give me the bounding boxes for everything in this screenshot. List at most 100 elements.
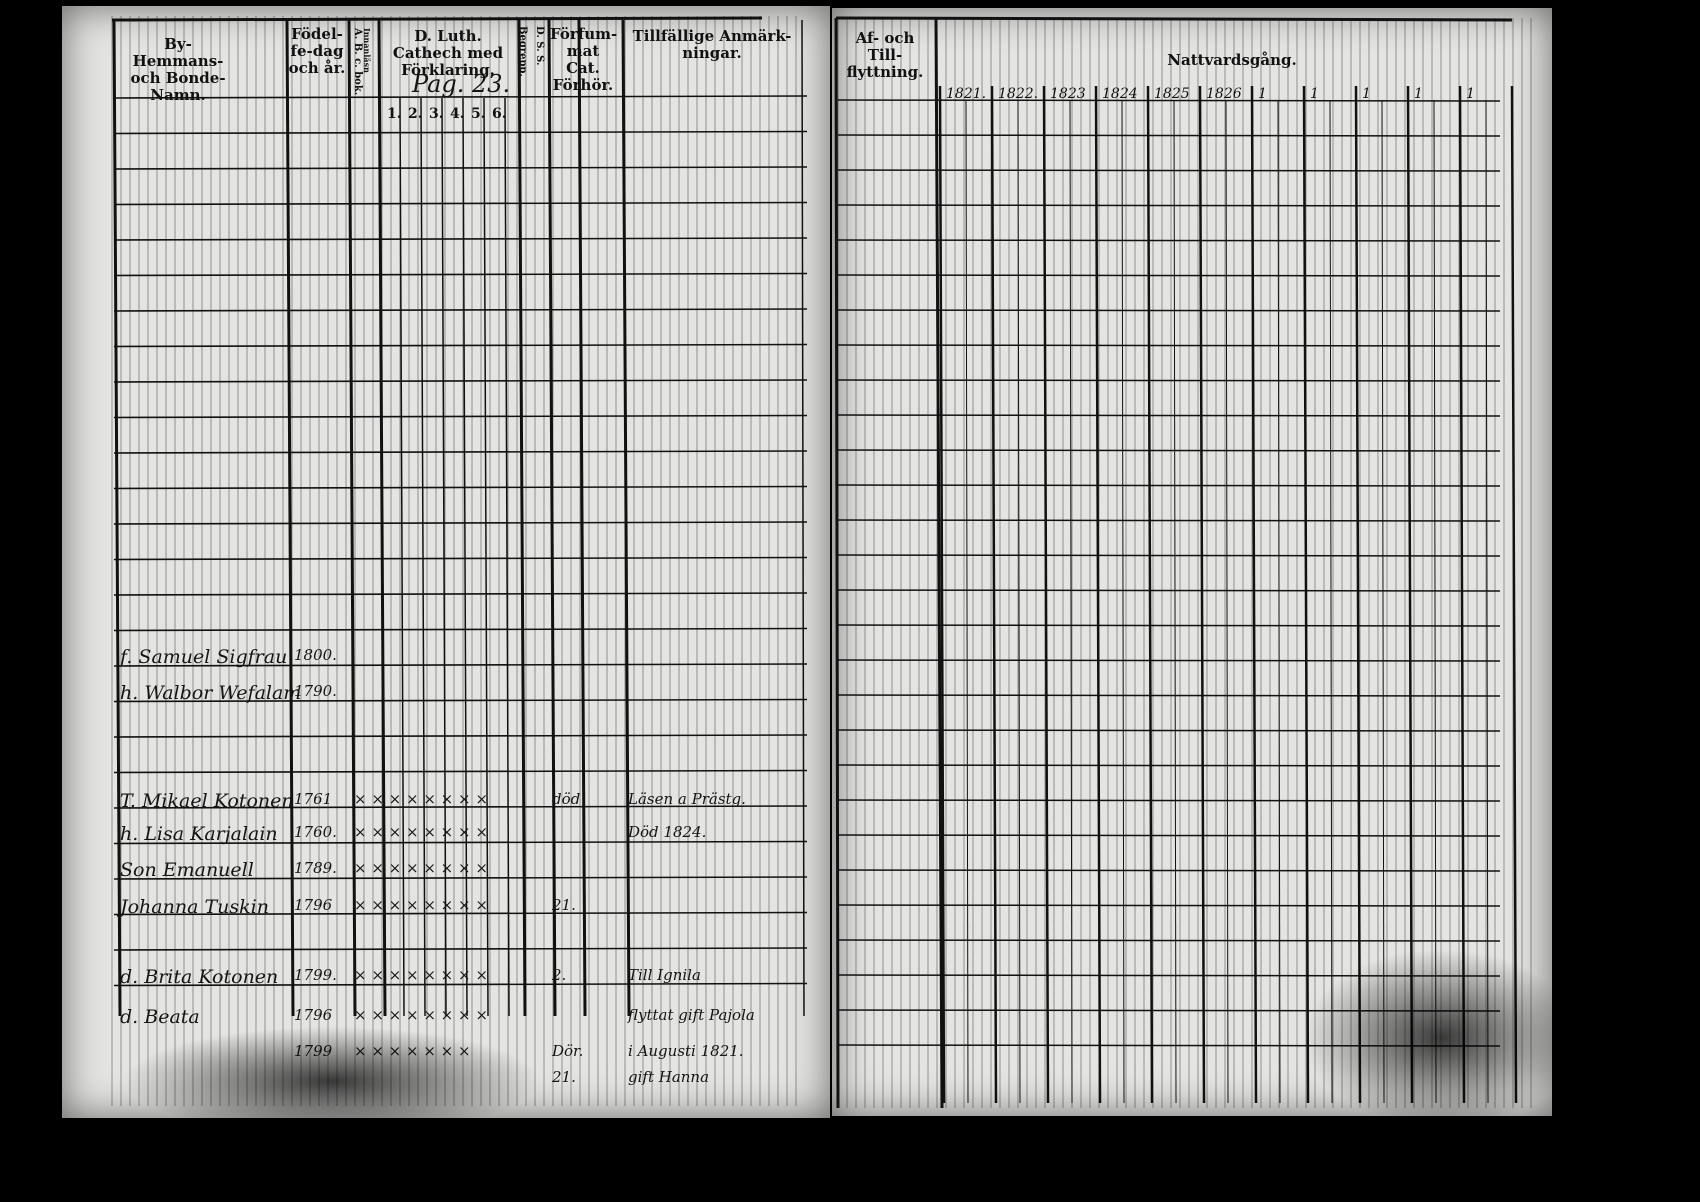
- half-column-rule: [1381, 99, 1385, 1104]
- column-rule: [577, 19, 587, 1017]
- subcolumn-rule: [504, 97, 510, 1017]
- header-communion: Nattvardsgång.: [1167, 51, 1297, 69]
- year-column-rule: [1250, 85, 1258, 1104]
- half-column-rule: [1069, 99, 1073, 1104]
- row-rule: [113, 343, 808, 348]
- entry-examination: 2.: [552, 966, 567, 984]
- top-rule: [835, 16, 1513, 22]
- year-column-rule: [1510, 85, 1518, 1104]
- entry-remark: i Augusti 1821.: [628, 1042, 744, 1060]
- subcolumn-rule: [420, 97, 426, 1017]
- row-rule: [113, 840, 808, 845]
- row-rule: [837, 869, 1501, 872]
- catechism-subcolumn-label: 1.: [387, 106, 402, 122]
- header-begrepp: Begrepp.: [517, 26, 528, 77]
- year-column-rule: [1094, 85, 1102, 1104]
- half-column-rule: [965, 99, 969, 1104]
- row-rule: [113, 947, 808, 951]
- row-rule: [113, 450, 808, 454]
- row-rule: [113, 521, 808, 525]
- row-rule: [113, 734, 808, 738]
- row-rule: [113, 272, 808, 277]
- entry-catechism-marks: × × × × × × × ×: [354, 1006, 488, 1024]
- entry-catechism-marks: × × × × × × × ×: [354, 790, 488, 808]
- column-rule: [547, 19, 557, 1017]
- entry-name: f. Samuel Sigfrau: [120, 646, 288, 668]
- year-column-rule: [938, 85, 946, 1104]
- row-rule: [837, 624, 1501, 627]
- entry-birth-year: 1799.: [294, 966, 337, 984]
- row-rule: [837, 274, 1501, 277]
- ink-stain: [122, 1026, 542, 1136]
- row-rule: [837, 414, 1501, 417]
- top-rule: [111, 16, 763, 22]
- row-rule: [837, 904, 1501, 907]
- year-column-rule: [1458, 85, 1466, 1104]
- communion-year-label: 1825: [1154, 86, 1190, 102]
- shadow-stain: [1302, 948, 1582, 1128]
- entry-birth-year: 1790.: [294, 682, 337, 700]
- left-border: [834, 17, 840, 1109]
- half-column-rule: [1485, 99, 1489, 1104]
- column-rule: [112, 19, 122, 1017]
- right-border: [801, 19, 805, 1017]
- half-column-rule: [1277, 99, 1281, 1104]
- row-rule: [113, 876, 808, 880]
- communion-year-label: 1822.: [998, 86, 1039, 102]
- row-rule: [113, 237, 808, 241]
- communion-year-label: 1: [1310, 86, 1319, 102]
- half-column-rule: [1225, 99, 1229, 1104]
- subcolumn-rule: [399, 97, 405, 1017]
- communion-year-label: 1: [1258, 86, 1267, 102]
- half-column-rule: [1017, 99, 1021, 1104]
- row-rule: [837, 99, 1501, 102]
- year-column-rule: [1198, 85, 1206, 1104]
- entry-examination: 21.: [552, 896, 576, 914]
- entry-birth-year: 1796: [294, 896, 333, 914]
- row-rule: [837, 799, 1501, 802]
- entry-name: h. Lisa Karjalain: [120, 823, 278, 845]
- subcolumn-rule: [483, 97, 489, 1017]
- row-rule: [113, 592, 808, 596]
- subcolumn-rule: [441, 97, 447, 1017]
- row-rule: [113, 201, 808, 206]
- row-rule: [837, 519, 1501, 522]
- row-rule: [113, 308, 808, 312]
- half-column-rule: [1433, 99, 1437, 1104]
- entry-catechism-marks: × × × × × × × ×: [354, 823, 488, 841]
- row-rule: [837, 449, 1501, 452]
- row-rule: [837, 484, 1501, 487]
- column-rule: [285, 19, 295, 1017]
- entry-remark: Död 1824.: [628, 823, 707, 841]
- communion-year-label: 1824: [1102, 86, 1138, 102]
- row-rule: [113, 130, 808, 135]
- year-column-rule: [990, 85, 998, 1104]
- left-register-page: By- Hemmans-och Bonde-Namn. Födel-fe-dag…: [62, 6, 830, 1136]
- column-rule: [621, 19, 631, 1017]
- row-rule: [837, 309, 1501, 312]
- row-rule: [113, 663, 808, 667]
- right-ruled-grid: [834, 16, 1532, 1109]
- column-rule: [934, 17, 944, 1109]
- row-rule: [837, 939, 1501, 942]
- entry-birth-year: 1760.: [294, 823, 337, 841]
- row-rule: [837, 379, 1501, 382]
- row-rule: [113, 379, 808, 383]
- row-rule: [113, 982, 808, 987]
- year-column-rule: [1042, 85, 1050, 1104]
- entry-remark: gift Hanna: [628, 1068, 710, 1086]
- catechism-subcolumn-label: 5.: [471, 106, 486, 122]
- year-column-rule: [1406, 85, 1414, 1104]
- entry-examination: 21.: [552, 1068, 576, 1086]
- entry-catechism-marks: × × × × × × × ×: [354, 896, 488, 914]
- entry-name: d. Brita Kotonen: [120, 966, 279, 988]
- left-ruled-grid: [111, 16, 808, 1106]
- communion-year-label: 1: [1466, 86, 1475, 102]
- entry-name: d. Beata: [120, 1006, 200, 1028]
- column-rule: [347, 19, 357, 1017]
- row-rule: [837, 239, 1501, 242]
- half-column-rule: [1173, 99, 1177, 1104]
- communion-year-label: 1: [1414, 86, 1423, 102]
- entry-birth-year: 1796: [294, 1006, 333, 1024]
- entry-birth-year: 1761: [294, 790, 333, 808]
